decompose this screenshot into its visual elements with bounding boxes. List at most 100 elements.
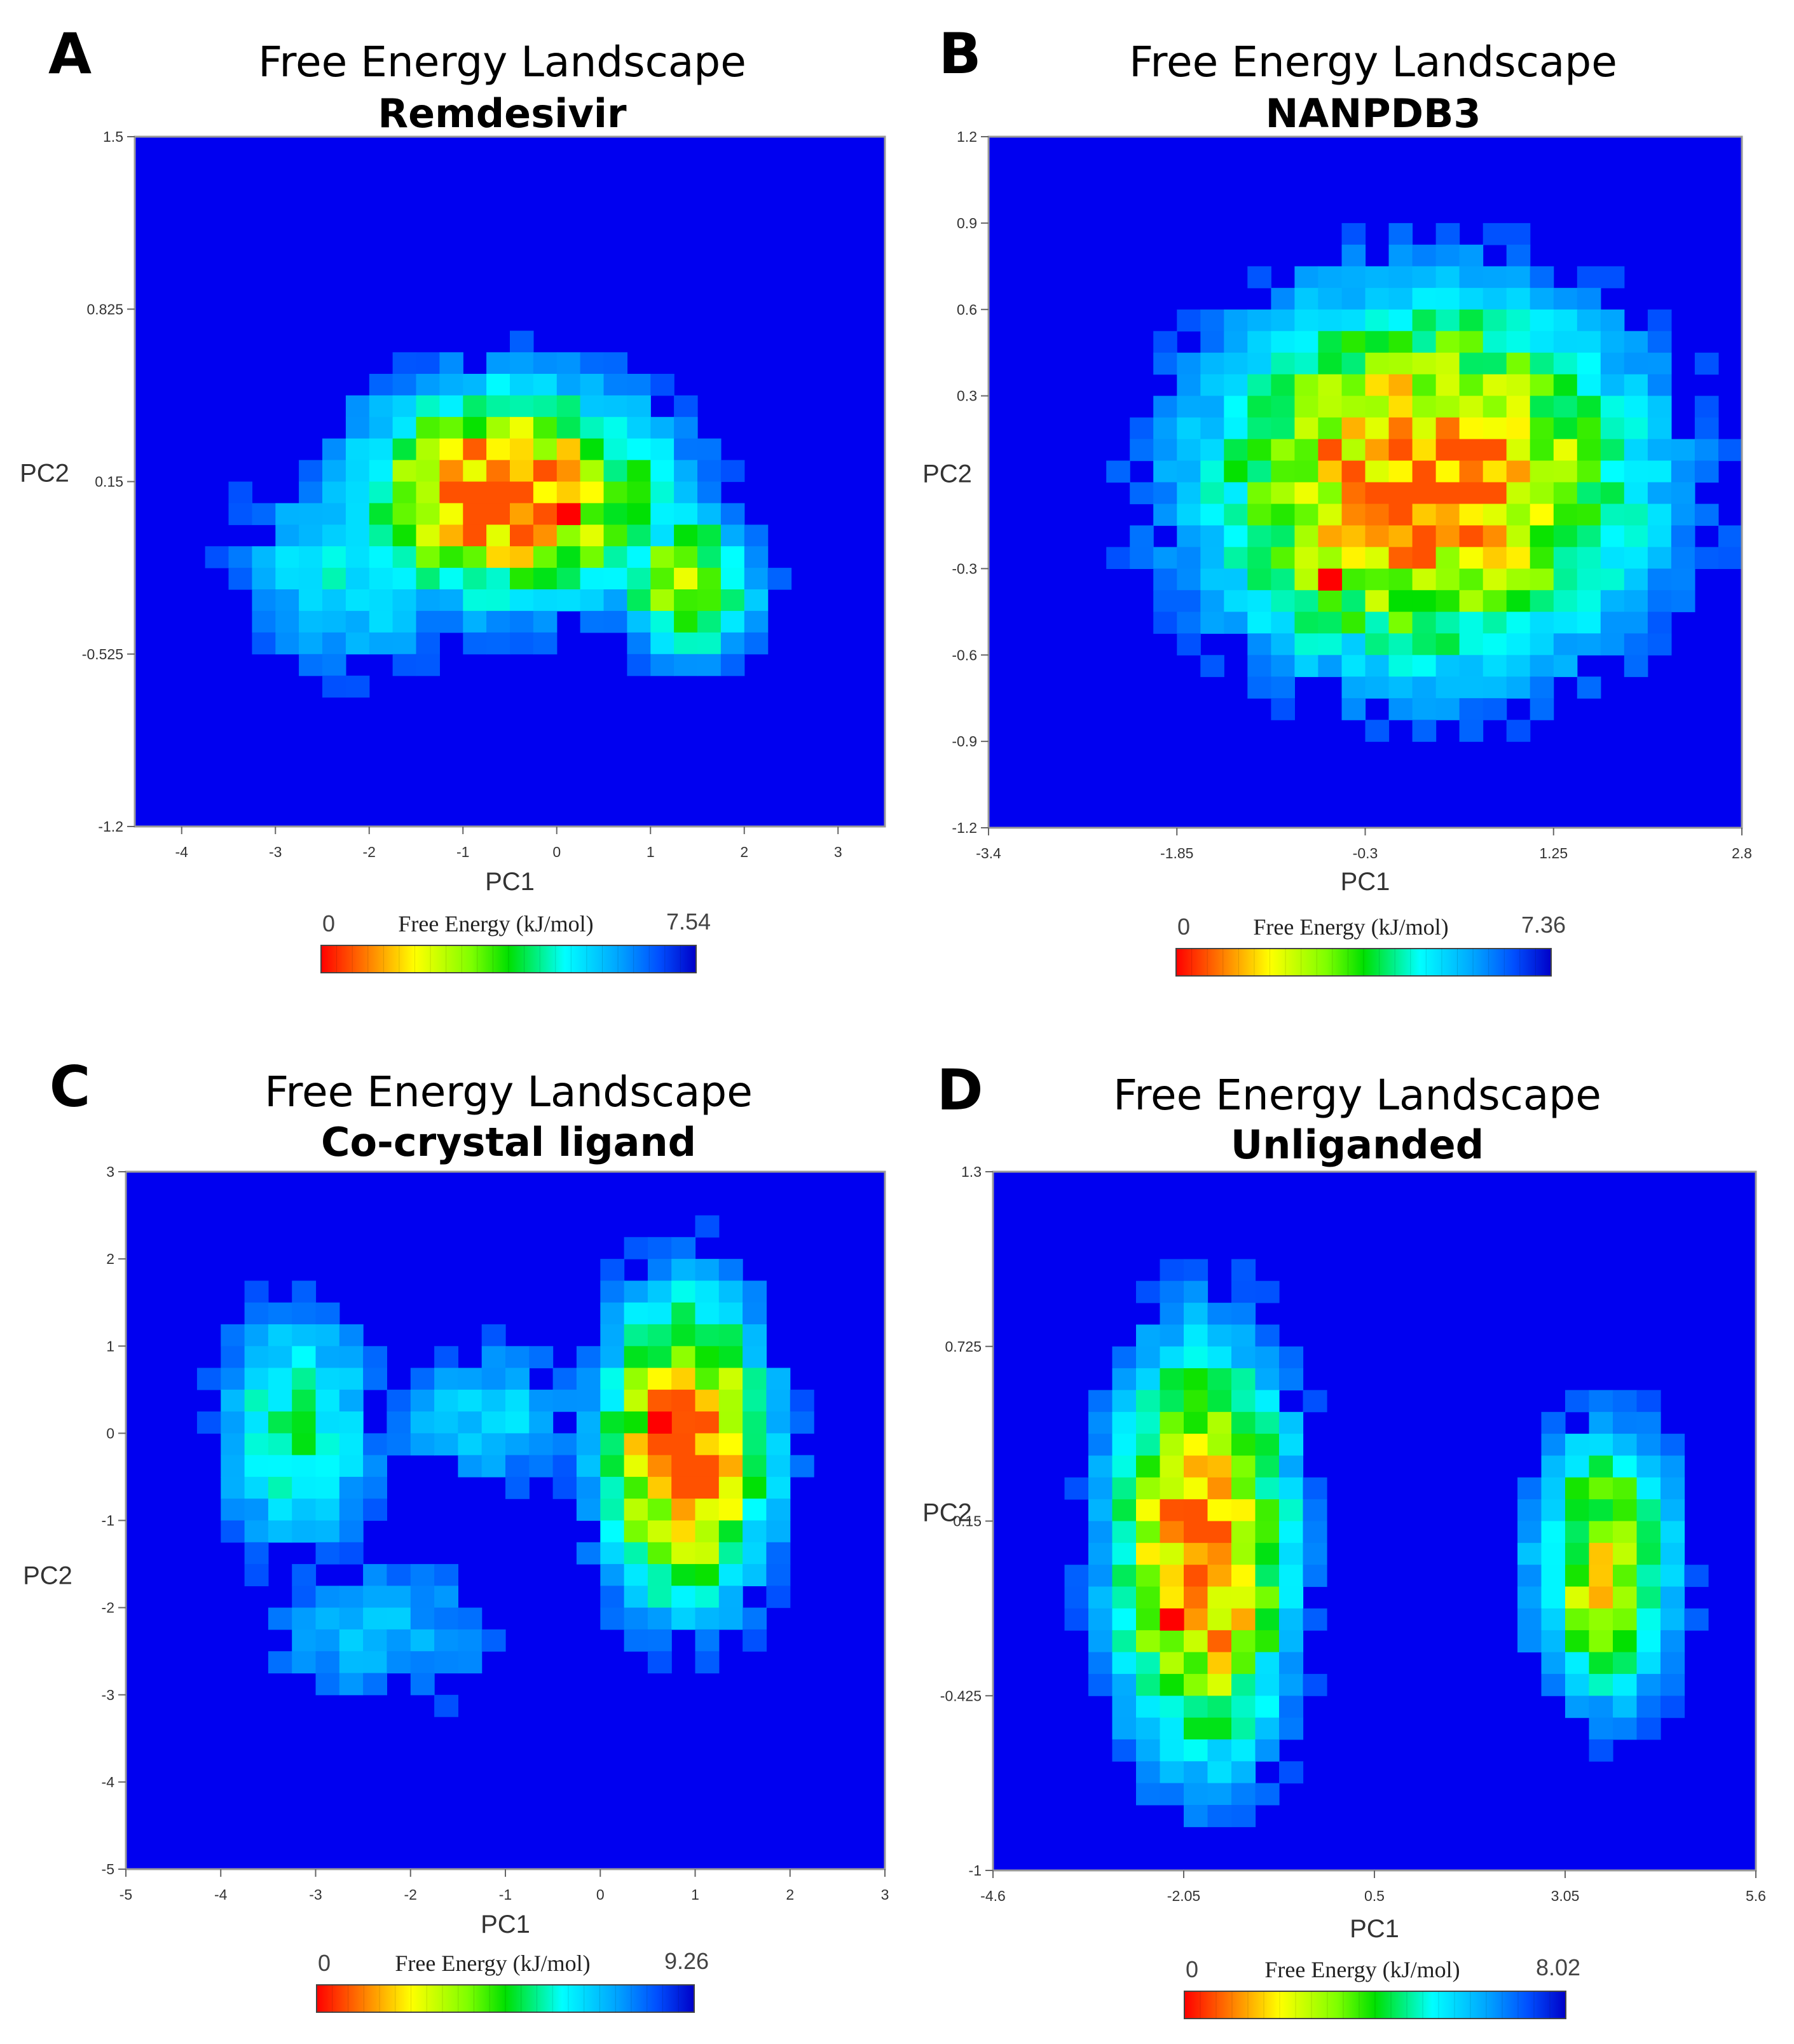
heatmap-cell — [1530, 266, 1554, 289]
heatmap-cell — [650, 460, 674, 483]
heatmap-cell — [434, 1694, 458, 1717]
heatmap-cell — [416, 589, 440, 612]
heatmap-cell — [410, 1586, 435, 1608]
heatmap-cell — [1589, 1608, 1613, 1631]
heatmap-cell — [486, 438, 510, 461]
heatmap-cell — [268, 1368, 292, 1390]
heatmap-cell — [1207, 1586, 1232, 1609]
heatmap-cell — [650, 374, 674, 396]
heatmap-cell — [1624, 331, 1648, 353]
heatmap-cell — [1412, 460, 1437, 483]
heatmap-cell — [322, 481, 346, 504]
heatmap-cell — [1341, 223, 1366, 245]
heatmap-cell — [1388, 676, 1413, 699]
heatmap-cell — [718, 1586, 743, 1608]
heatmap-cell — [671, 1586, 696, 1608]
heatmap-cell — [1506, 547, 1531, 569]
heatmap-cell — [1279, 1652, 1304, 1675]
heatmap-cell — [624, 1302, 648, 1325]
heatmap-cell — [671, 1324, 696, 1347]
heatmap-cell — [1577, 331, 1601, 353]
heatmap-cell — [695, 1542, 720, 1565]
heatmap-cell — [1412, 698, 1437, 720]
heatmap-cell — [697, 503, 722, 525]
heatmap-cell — [743, 1564, 767, 1586]
heatmap-cell — [1136, 1434, 1161, 1456]
heatmap-cell — [743, 1411, 767, 1434]
heatmap-cell — [1177, 590, 1201, 612]
heatmap-cell — [1112, 1390, 1137, 1413]
heatmap-cell — [1412, 720, 1437, 742]
heatmap-cell — [268, 1433, 292, 1456]
heatmap-cell — [1294, 655, 1318, 677]
heatmap-cell — [1271, 482, 1295, 505]
heatmap-cell — [1530, 676, 1554, 699]
heatmap-cell — [671, 1542, 696, 1565]
heatmap-cell — [1517, 1630, 1542, 1653]
heatmap-cell — [766, 1433, 791, 1456]
heatmap-cell — [1482, 331, 1507, 353]
heatmap-cell — [1565, 1696, 1590, 1718]
heatmap-cell — [1271, 525, 1295, 547]
heatmap-cell — [363, 1476, 387, 1499]
heatmap-cell — [1088, 1565, 1113, 1588]
heatmap-cell — [718, 1280, 743, 1303]
heatmap-cell — [1577, 395, 1601, 418]
y-tick-label: 0.725 — [945, 1338, 982, 1355]
heatmap-cell — [1294, 525, 1318, 547]
y-tick-label: -3 — [102, 1687, 114, 1703]
heatmap-cell — [369, 589, 394, 612]
heatmap-cell — [624, 1455, 648, 1478]
heatmap-cell — [1577, 287, 1601, 310]
heatmap-cell — [603, 416, 627, 439]
heatmap-cell — [410, 1607, 435, 1630]
heatmap-cell — [1279, 1411, 1304, 1434]
heatmap-cell — [1671, 568, 1695, 591]
heatmap-cell — [1136, 1565, 1161, 1588]
heatmap-cell — [695, 1651, 720, 1674]
heatmap-cell — [1388, 612, 1413, 634]
heatmap-cell — [416, 503, 440, 525]
heatmap-cell — [647, 1302, 672, 1325]
heatmap-cell — [671, 1237, 696, 1259]
heatmap-cell — [221, 1476, 245, 1499]
heatmap-cell — [1365, 309, 1390, 332]
heatmap-cell — [671, 1280, 696, 1303]
heatmap-cell — [1303, 1499, 1327, 1522]
heatmap-cell — [1541, 1499, 1566, 1522]
heatmap-cell — [647, 1476, 672, 1499]
heatmap-cell — [1088, 1499, 1113, 1522]
heatmap-cell — [486, 352, 510, 374]
heatmap-cell — [1553, 590, 1578, 612]
heatmap-cell — [369, 416, 394, 439]
heatmap-cell — [1517, 1499, 1542, 1522]
heatmap-cell — [1231, 1259, 1256, 1282]
heatmap-cell — [1482, 439, 1507, 462]
x-tick-label: -2 — [404, 1886, 417, 1903]
heatmap-cell — [228, 568, 252, 590]
heatmap-cell — [1553, 331, 1578, 353]
heatmap-cell — [463, 568, 487, 590]
heatmap-cell — [1718, 525, 1743, 547]
heatmap-cell — [1231, 1652, 1256, 1675]
heatmap-cell — [481, 1324, 506, 1347]
heatmap-cell — [244, 1368, 269, 1390]
heatmap-cell — [505, 1368, 530, 1390]
y-tick-label: 0.825 — [86, 301, 123, 317]
heatmap-cell — [486, 374, 510, 396]
x-axis-label: PC1 — [1350, 1915, 1399, 1943]
heatmap-cell — [1224, 568, 1248, 591]
heatmap-cell — [510, 460, 534, 483]
heatmap-cell — [275, 568, 299, 590]
heatmap-cell — [1517, 1477, 1542, 1500]
heatmap-cell — [695, 1346, 720, 1369]
heatmap-cell — [1636, 1586, 1661, 1609]
heatmap-cell — [766, 1368, 791, 1390]
heatmap-cell — [1577, 417, 1601, 440]
heatmap-cell — [1231, 1565, 1256, 1588]
heatmap-cell — [339, 1476, 364, 1499]
heatmap-cell — [392, 546, 417, 568]
heatmap-cell — [718, 1389, 743, 1412]
